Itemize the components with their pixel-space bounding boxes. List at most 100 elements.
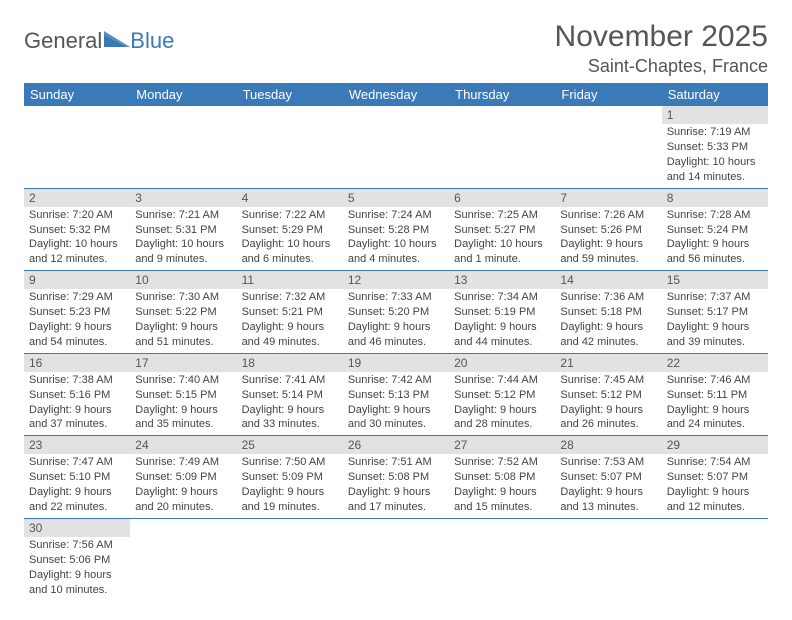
sunset-text: Sunset: 5:26 PM [560, 223, 656, 238]
calendar-cell: 3Sunrise: 7:21 AMSunset: 5:31 PMDaylight… [130, 188, 236, 271]
sunrise-text: Sunrise: 7:38 AM [29, 373, 125, 388]
day-number: 7 [555, 189, 661, 207]
sunset-text: Sunset: 5:15 PM [135, 388, 231, 403]
sunset-text: Sunset: 5:18 PM [560, 305, 656, 320]
calendar-cell: 20Sunrise: 7:44 AMSunset: 5:12 PMDayligh… [449, 353, 555, 436]
calendar-cell: 8Sunrise: 7:28 AMSunset: 5:24 PMDaylight… [662, 188, 768, 271]
weekday-header: Wednesday [343, 83, 449, 106]
sunset-text: Sunset: 5:23 PM [29, 305, 125, 320]
daylight-text: Daylight: 9 hours and 37 minutes. [29, 403, 125, 433]
sunrise-text: Sunrise: 7:45 AM [560, 373, 656, 388]
calendar-table: SundayMondayTuesdayWednesdayThursdayFrid… [24, 83, 768, 600]
calendar-cell: 5Sunrise: 7:24 AMSunset: 5:28 PMDaylight… [343, 188, 449, 271]
calendar-row: 2Sunrise: 7:20 AMSunset: 5:32 PMDaylight… [24, 188, 768, 271]
calendar-row: 9Sunrise: 7:29 AMSunset: 5:23 PMDaylight… [24, 271, 768, 354]
sunrise-text: Sunrise: 7:56 AM [29, 538, 125, 553]
daylight-text: Daylight: 9 hours and 15 minutes. [454, 485, 550, 515]
daylight-text: Daylight: 9 hours and 22 minutes. [29, 485, 125, 515]
day-body: Sunrise: 7:25 AMSunset: 5:27 PMDaylight:… [449, 207, 555, 270]
daylight-text: Daylight: 9 hours and 59 minutes. [560, 237, 656, 267]
sunset-text: Sunset: 5:09 PM [135, 470, 231, 485]
day-number: 16 [24, 354, 130, 372]
sunrise-text: Sunrise: 7:25 AM [454, 208, 550, 223]
calendar-cell-empty [24, 106, 130, 188]
sunset-text: Sunset: 5:10 PM [29, 470, 125, 485]
sunset-text: Sunset: 5:21 PM [242, 305, 338, 320]
calendar-row: 23Sunrise: 7:47 AMSunset: 5:10 PMDayligh… [24, 436, 768, 519]
daylight-text: Daylight: 9 hours and 19 minutes. [242, 485, 338, 515]
sunrise-text: Sunrise: 7:50 AM [242, 455, 338, 470]
day-body: Sunrise: 7:41 AMSunset: 5:14 PMDaylight:… [237, 372, 343, 435]
sunset-text: Sunset: 5:19 PM [454, 305, 550, 320]
calendar-cell: 26Sunrise: 7:51 AMSunset: 5:08 PMDayligh… [343, 436, 449, 519]
sunset-text: Sunset: 5:32 PM [29, 223, 125, 238]
calendar-row: 16Sunrise: 7:38 AMSunset: 5:16 PMDayligh… [24, 353, 768, 436]
day-number: 12 [343, 271, 449, 289]
daylight-text: Daylight: 9 hours and 24 minutes. [667, 403, 763, 433]
calendar-cell: 4Sunrise: 7:22 AMSunset: 5:29 PMDaylight… [237, 188, 343, 271]
sunset-text: Sunset: 5:09 PM [242, 470, 338, 485]
daylight-text: Daylight: 10 hours and 6 minutes. [242, 237, 338, 267]
calendar-cell-empty [343, 518, 449, 600]
daylight-text: Daylight: 9 hours and 51 minutes. [135, 320, 231, 350]
calendar-cell-empty [130, 106, 236, 188]
sunrise-text: Sunrise: 7:49 AM [135, 455, 231, 470]
day-number: 26 [343, 436, 449, 454]
sunset-text: Sunset: 5:33 PM [667, 140, 763, 155]
calendar-cell: 30Sunrise: 7:56 AMSunset: 5:06 PMDayligh… [24, 518, 130, 600]
sunset-text: Sunset: 5:14 PM [242, 388, 338, 403]
calendar-cell: 25Sunrise: 7:50 AMSunset: 5:09 PMDayligh… [237, 436, 343, 519]
day-number: 27 [449, 436, 555, 454]
day-number: 3 [130, 189, 236, 207]
daylight-text: Daylight: 9 hours and 17 minutes. [348, 485, 444, 515]
day-body: Sunrise: 7:54 AMSunset: 5:07 PMDaylight:… [662, 454, 768, 517]
day-body: Sunrise: 7:20 AMSunset: 5:32 PMDaylight:… [24, 207, 130, 270]
header: General Blue November 2025 Saint-Chaptes… [24, 20, 768, 77]
weekday-header: Sunday [24, 83, 130, 106]
day-number: 11 [237, 271, 343, 289]
day-number: 13 [449, 271, 555, 289]
daylight-text: Daylight: 10 hours and 14 minutes. [667, 155, 763, 185]
daylight-text: Daylight: 9 hours and 56 minutes. [667, 237, 763, 267]
sunset-text: Sunset: 5:31 PM [135, 223, 231, 238]
day-number: 21 [555, 354, 661, 372]
calendar-cell-empty [555, 106, 661, 188]
day-body: Sunrise: 7:52 AMSunset: 5:08 PMDaylight:… [449, 454, 555, 517]
sunrise-text: Sunrise: 7:19 AM [667, 125, 763, 140]
calendar-cell-empty [449, 518, 555, 600]
daylight-text: Daylight: 9 hours and 44 minutes. [454, 320, 550, 350]
sunrise-text: Sunrise: 7:26 AM [560, 208, 656, 223]
day-number: 9 [24, 271, 130, 289]
title-block: November 2025 Saint-Chaptes, France [555, 20, 768, 77]
calendar-cell-empty [237, 106, 343, 188]
day-body: Sunrise: 7:51 AMSunset: 5:08 PMDaylight:… [343, 454, 449, 517]
day-number: 4 [237, 189, 343, 207]
calendar-cell: 2Sunrise: 7:20 AMSunset: 5:32 PMDaylight… [24, 188, 130, 271]
day-number: 15 [662, 271, 768, 289]
day-number: 17 [130, 354, 236, 372]
calendar-cell: 19Sunrise: 7:42 AMSunset: 5:13 PMDayligh… [343, 353, 449, 436]
sunrise-text: Sunrise: 7:42 AM [348, 373, 444, 388]
day-number: 8 [662, 189, 768, 207]
day-body: Sunrise: 7:19 AMSunset: 5:33 PMDaylight:… [662, 124, 768, 187]
day-body: Sunrise: 7:36 AMSunset: 5:18 PMDaylight:… [555, 289, 661, 352]
day-body: Sunrise: 7:47 AMSunset: 5:10 PMDaylight:… [24, 454, 130, 517]
sunrise-text: Sunrise: 7:24 AM [348, 208, 444, 223]
calendar-cell-empty [662, 518, 768, 600]
calendar-cell-empty [130, 518, 236, 600]
sunrise-text: Sunrise: 7:28 AM [667, 208, 763, 223]
calendar-cell: 28Sunrise: 7:53 AMSunset: 5:07 PMDayligh… [555, 436, 661, 519]
daylight-text: Daylight: 10 hours and 4 minutes. [348, 237, 444, 267]
day-body: Sunrise: 7:26 AMSunset: 5:26 PMDaylight:… [555, 207, 661, 270]
sunset-text: Sunset: 5:16 PM [29, 388, 125, 403]
sunrise-text: Sunrise: 7:46 AM [667, 373, 763, 388]
sunrise-text: Sunrise: 7:22 AM [242, 208, 338, 223]
day-number: 30 [24, 519, 130, 537]
daylight-text: Daylight: 9 hours and 39 minutes. [667, 320, 763, 350]
sunset-text: Sunset: 5:27 PM [454, 223, 550, 238]
sunset-text: Sunset: 5:20 PM [348, 305, 444, 320]
calendar-cell: 21Sunrise: 7:45 AMSunset: 5:12 PMDayligh… [555, 353, 661, 436]
day-number: 24 [130, 436, 236, 454]
calendar-cell: 15Sunrise: 7:37 AMSunset: 5:17 PMDayligh… [662, 271, 768, 354]
sunset-text: Sunset: 5:12 PM [454, 388, 550, 403]
